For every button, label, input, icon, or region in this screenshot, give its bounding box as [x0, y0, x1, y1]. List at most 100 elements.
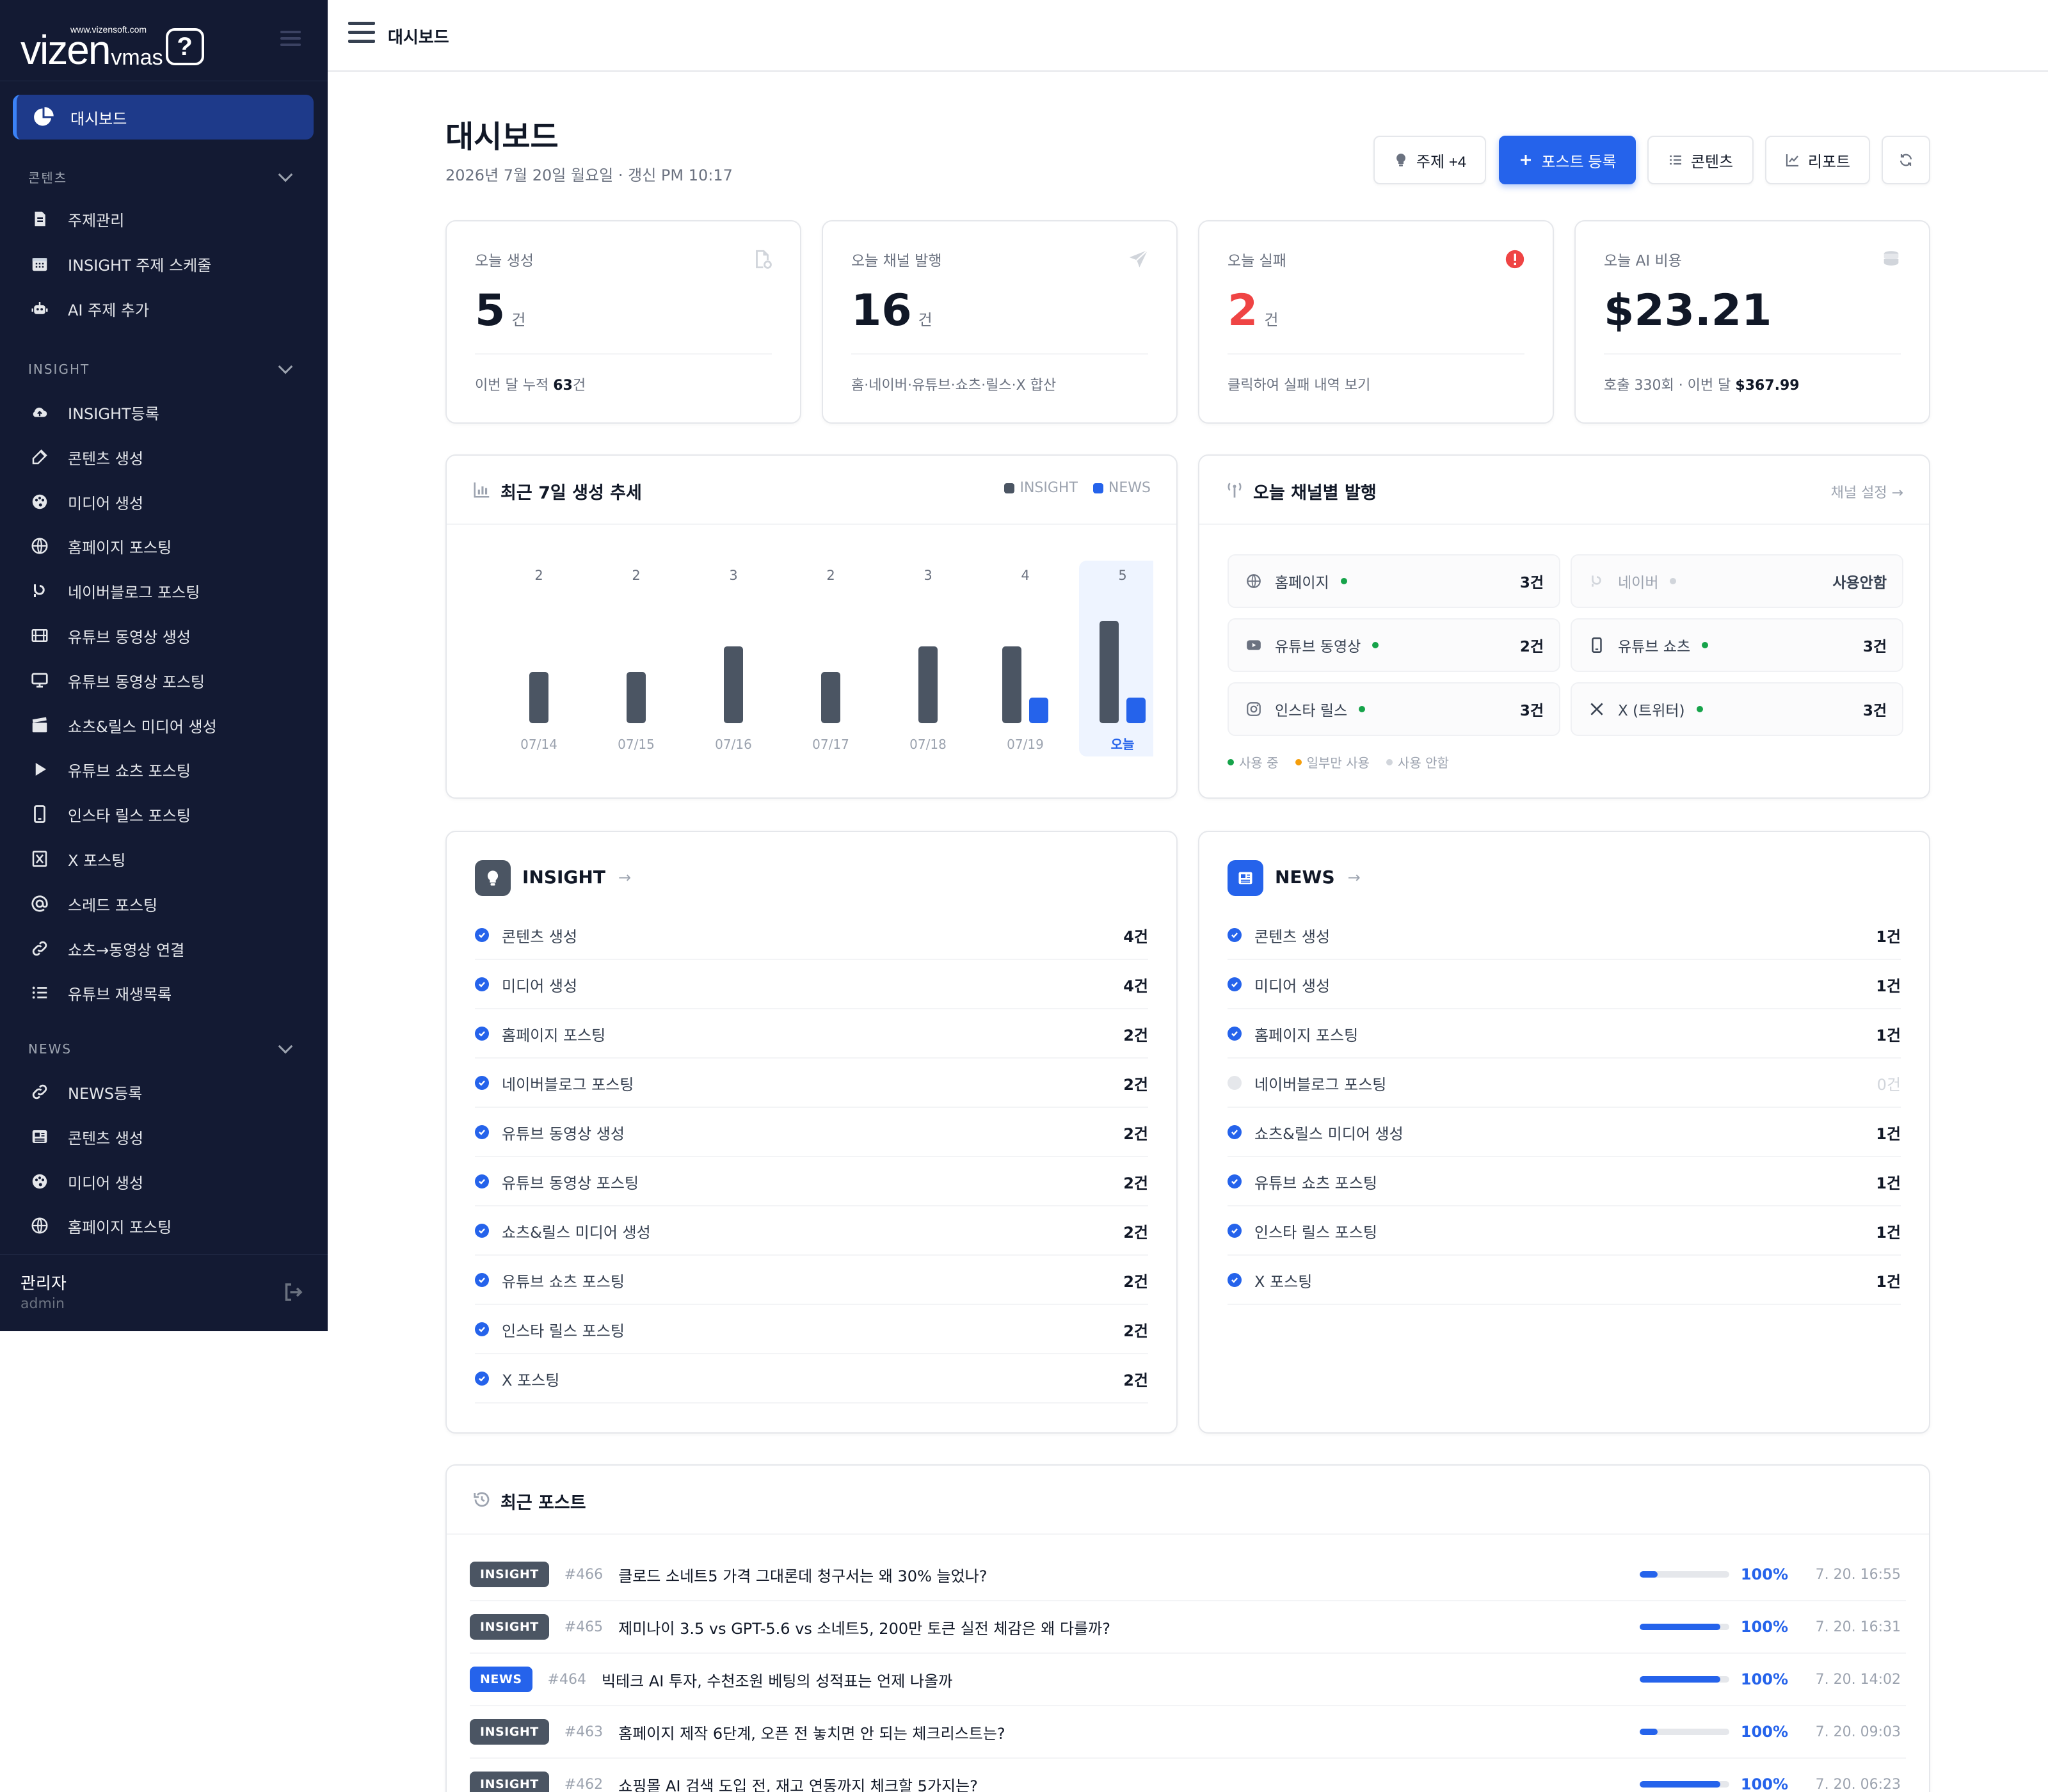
topics-button[interactable]: 주제 +4: [1373, 136, 1486, 184]
task-row[interactable]: 홈페이지 포스팅 2건: [475, 1010, 1148, 1059]
arrow-right-icon: →: [1347, 868, 1361, 886]
task-row[interactable]: X 포스팅 2건: [475, 1355, 1148, 1404]
task-row[interactable]: 쇼츠&릴스 미디어 생성 1건: [1228, 1108, 1901, 1157]
report-button[interactable]: 리포트: [1765, 136, 1870, 184]
news-title[interactable]: NEWS →: [1275, 867, 1361, 888]
task-row[interactable]: 네이버블로그 포스팅 2건: [475, 1059, 1148, 1108]
task-row[interactable]: 네이버블로그 포스팅 0건: [1228, 1059, 1901, 1108]
bar-insight: [1100, 621, 1119, 723]
sidebar-item[interactable]: 콘텐츠 생성: [28, 1124, 143, 1149]
task-count: 1건: [1876, 1124, 1901, 1143]
task-label: 쇼츠&릴스 미디어 생성: [502, 1223, 651, 1242]
task-row[interactable]: 콘텐츠 생성 1건: [1228, 911, 1901, 960]
sidebar-item[interactable]: 유튜브 동영상 생성: [28, 623, 191, 648]
refresh-button[interactable]: [1882, 136, 1930, 184]
sidebar-item[interactable]: 홈페이지 포스팅: [28, 1213, 172, 1238]
sidebar-item[interactable]: 주제관리: [28, 206, 124, 232]
sidebar-section-1[interactable]: INSIGHT: [28, 359, 297, 377]
task-row[interactable]: 유튜브 동영상 포스팅 2건: [475, 1158, 1148, 1206]
sidebar-item[interactable]: 네이버블로그 포스팅: [28, 578, 200, 604]
sidebar-item[interactable]: INSIGHT등록: [28, 399, 159, 425]
post-title[interactable]: 클로드 소네트5 가격 그대론데 청구서는 왜 30% 늘었나?: [618, 1567, 988, 1585]
task-row[interactable]: 유튜브 동영상 생성 2건: [475, 1108, 1148, 1157]
sidebar-item-dashboard[interactable]: 대시보드: [13, 95, 314, 140]
brand-name: vizen: [20, 27, 111, 73]
sidebar-collapse-icon[interactable]: [280, 31, 301, 46]
task-count: 1건: [1876, 977, 1901, 995]
sidebar-item[interactable]: 미디어 생성: [28, 1169, 143, 1194]
menu-icon[interactable]: [348, 22, 375, 45]
sidebar-item[interactable]: NEWS등록: [28, 1079, 142, 1105]
task-row[interactable]: 쇼츠&릴스 미디어 생성 2건: [475, 1207, 1148, 1256]
calendar-icon: [28, 252, 51, 275]
task-count: 2건: [1123, 1223, 1148, 1242]
stat-unit: 건: [1264, 311, 1279, 329]
sidebar-item[interactable]: 콘텐츠 생성: [28, 444, 143, 470]
channel-count: 2건: [1519, 639, 1544, 655]
brand-logo[interactable]: www.vizensoft.com vizen vmas ?: [20, 19, 204, 70]
sidebar-item[interactable]: X 포스팅: [28, 846, 125, 872]
post-row[interactable]: INSIGHT #462 쇼핑몰 AI 검색 도입 전, 재고 연동까지 체크할 5…: [470, 1759, 1906, 1792]
task-row[interactable]: 미디어 생성 1건: [1228, 961, 1901, 1009]
sidebar-item[interactable]: 유튜브 동영상 포스팅: [28, 668, 205, 693]
play-icon: [28, 758, 51, 781]
add-post-button[interactable]: 포스트 등록: [1499, 136, 1636, 184]
channel-item[interactable]: 유튜브 쇼츠 3건: [1571, 618, 1903, 672]
sidebar-item[interactable]: 인스타 릴스 포스팅: [28, 801, 191, 827]
post-title[interactable]: 홈페이지 제작 6단계, 오픈 전 놓치면 안 되는 체크리스트는?: [618, 1724, 1005, 1743]
sidebar-item[interactable]: INSIGHT 주제 스케줄: [28, 251, 211, 276]
channel-item[interactable]: 홈페이지 3건: [1228, 554, 1560, 608]
sidebar-item[interactable]: 쇼츠→동영상 연결: [28, 936, 184, 961]
post-row[interactable]: INSIGHT #465 제미나이 3.5 vs GPT-5.6 vs 소네트5, …: [470, 1601, 1906, 1654]
channel-item[interactable]: X (트위터) 3건: [1571, 682, 1903, 736]
post-id: #466: [564, 1566, 604, 1583]
insight-title[interactable]: INSIGHT →: [522, 867, 631, 888]
stat-footnote: 이번 달 누적 63건: [475, 374, 586, 394]
insight-title-text: INSIGHT: [522, 867, 605, 888]
channel-name: 네이버: [1618, 575, 1659, 591]
task-row[interactable]: 인스타 릴스 포스팅 1건: [1228, 1207, 1901, 1256]
stat-card-ai-cost[interactable]: 오늘 AI 비용 $23.21 호출 330회 · 이번 달 $367.99: [1574, 220, 1930, 424]
task-row[interactable]: X 포스팅 1건: [1228, 1256, 1901, 1305]
sidebar-item[interactable]: AI 주제 추가: [28, 296, 149, 321]
post-row[interactable]: INSIGHT #466 클로드 소네트5 가격 그대론데 청구서는 왜 30% 늘…: [470, 1549, 1906, 1601]
post-progress-bar: [1640, 1729, 1729, 1735]
contents-button[interactable]: 콘텐츠: [1647, 136, 1754, 184]
card-header: 오늘 채널별 발행 채널 설정 →: [1199, 456, 1929, 525]
sidebar-item[interactable]: 유튜브 쇼츠 포스팅: [28, 756, 191, 782]
logout-icon[interactable]: [282, 1281, 305, 1304]
sidebar-item-label: 유튜브 쇼츠 포스팅: [68, 762, 191, 780]
task-count: 1건: [1876, 1223, 1901, 1242]
channel-status-dot: [1372, 642, 1379, 648]
stat-card-today-published[interactable]: 오늘 채널 발행 16 건 홈·네이버·유튜브·쇼츠·릴스·X 합산: [822, 220, 1178, 424]
post-title[interactable]: 제미나이 3.5 vs GPT-5.6 vs 소네트5, 200만 토큰 실전 …: [618, 1619, 1110, 1638]
post-title[interactable]: 쇼핑몰 AI 검색 도입 전, 재고 연동까지 체크할 5가지는?: [618, 1777, 978, 1792]
sidebar-item[interactable]: 홈페이지 포스팅: [28, 533, 172, 559]
channel-item[interactable]: 인스타 릴스 3건: [1228, 682, 1560, 736]
task-row[interactable]: 홈페이지 포스팅 1건: [1228, 1010, 1901, 1059]
post-row[interactable]: NEWS #464 빅테크 AI 투자, 수천조원 베팅의 성적표는 언제 나올까 1…: [470, 1654, 1906, 1706]
post-row[interactable]: INSIGHT #463 홈페이지 제작 6단계, 오픈 전 놓치면 안 되는 체크…: [470, 1706, 1906, 1759]
sidebar-item[interactable]: 미디어 생성: [28, 489, 143, 515]
task-row[interactable]: 인스타 릴스 포스팅 2건: [475, 1306, 1148, 1354]
channel-settings-link[interactable]: 채널 설정 →: [1830, 485, 1903, 501]
sidebar-item[interactable]: 스레드 포스팅: [28, 891, 157, 916]
task-row[interactable]: 유튜브 쇼츠 포스팅 1건: [1228, 1158, 1901, 1206]
task-row[interactable]: 미디어 생성 4건: [475, 961, 1148, 1009]
task-label: 유튜브 쇼츠 포스팅: [1254, 1174, 1377, 1192]
check-circle-icon: [475, 1372, 489, 1386]
sidebar-section-0[interactable]: 콘텐츠: [28, 167, 297, 186]
channel-item[interactable]: 네이버 사용안함: [1571, 554, 1903, 608]
sidebar-item[interactable]: 유튜브 재생목록: [28, 980, 172, 1005]
sidebar-section-2[interactable]: NEWS: [28, 1039, 297, 1057]
post-time: 7. 20. 06:23: [1815, 1776, 1901, 1792]
task-row[interactable]: 콘텐츠 생성 4건: [475, 911, 1148, 960]
post-title[interactable]: 빅테크 AI 투자, 수천조원 베팅의 성적표는 언제 나올까: [601, 1672, 953, 1690]
insight-summary-card: INSIGHT → 콘텐츠 생성 4건 미디어 생성 4건 홈페이지 포스팅 2건 네이버블로…: [445, 831, 1178, 1434]
task-row[interactable]: 유튜브 쇼츠 포스팅 2건: [475, 1256, 1148, 1305]
legend-swatch-insight: [1004, 483, 1015, 493]
channel-item[interactable]: 유튜브 동영상 2건: [1228, 618, 1560, 672]
sidebar-item[interactable]: 쇼츠&릴스 미디어 생성: [28, 712, 217, 738]
